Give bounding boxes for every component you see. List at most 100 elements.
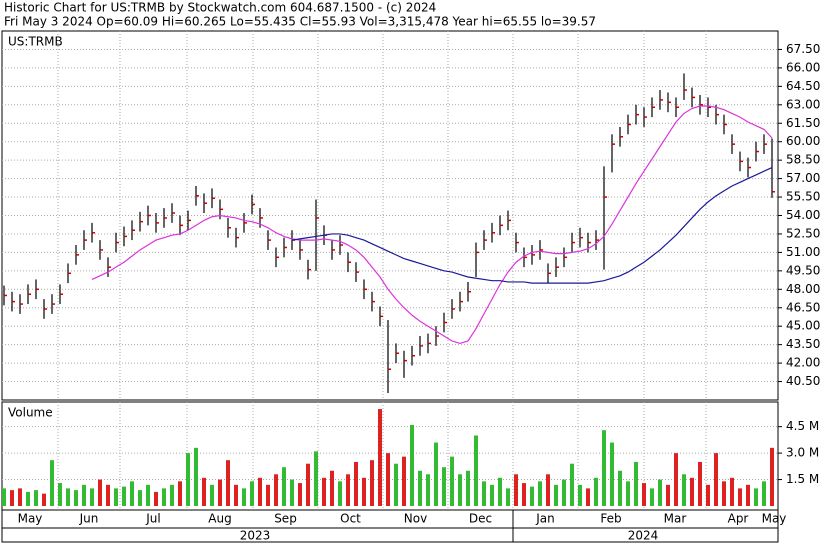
volume-bar (530, 486, 534, 506)
month-label: Oct (340, 512, 361, 526)
volume-bar (458, 474, 462, 506)
volume-bar (346, 474, 350, 506)
volume-bar (202, 477, 206, 506)
volume-bar (98, 479, 102, 506)
month-label: Feb (600, 512, 621, 526)
volume-bar (258, 477, 262, 506)
volume-bar (554, 484, 558, 506)
y-tick-label: 64.50 (786, 79, 820, 93)
year-label: 2023 (240, 529, 271, 543)
volume-bar (2, 488, 6, 506)
volume-bar (170, 484, 174, 506)
volume-bar (418, 470, 422, 506)
y-tick-label: 61.50 (786, 116, 820, 130)
volume-bar (538, 481, 542, 506)
volume-bar (362, 477, 366, 506)
volume-bar (10, 490, 14, 506)
volume-bar (210, 484, 214, 506)
volume-bar (546, 474, 550, 506)
volume-bar (498, 477, 502, 506)
month-label: Dec (469, 512, 492, 526)
volume-bar (378, 409, 382, 506)
volume-bar (154, 491, 158, 506)
y-tick-label: 66.00 (786, 60, 820, 74)
month-label: May (18, 512, 43, 526)
volume-bar (354, 461, 358, 506)
plot-layer: May Jun Jul Aug Sep Oct Nov Dec Jan Feb Mar Apr May 2… (2, 31, 820, 543)
volume-bar (770, 447, 774, 506)
y-tick-label: 48.00 (786, 282, 820, 296)
month-label: Apr (728, 512, 749, 526)
y-tick-label: 63.00 (786, 97, 820, 111)
volume-bar (562, 479, 566, 506)
volume-bar (266, 484, 270, 506)
volume-bar (34, 490, 38, 506)
chart-title: Historic Chart for US:TRMB by Stockwatch… (4, 1, 436, 15)
volume-bar (514, 474, 518, 506)
volume-bar (178, 481, 182, 506)
volume-bar (162, 488, 166, 506)
volume-bar (234, 484, 238, 506)
volume-bar (322, 477, 326, 506)
volume-bar (18, 488, 22, 506)
month-label: Mar (664, 512, 687, 526)
volume-bar (474, 435, 478, 506)
y-tick-label: 42.00 (786, 356, 820, 370)
volume-bar (570, 463, 574, 506)
volume-bar (450, 456, 454, 506)
volume-bar (226, 460, 230, 506)
volume-bar (306, 463, 310, 506)
volume-tick-label: 4.5 M (786, 419, 819, 433)
volume-bar (282, 467, 286, 506)
volume-bar (466, 470, 470, 506)
y-tick-label: 45.00 (786, 319, 820, 333)
year-strip (1, 527, 779, 543)
volume-bar (602, 430, 606, 506)
volume-bar (434, 442, 438, 506)
moving-average-line (91, 105, 773, 345)
volume-bar (674, 453, 678, 506)
symbol-label: US:TRMB (8, 35, 63, 49)
volume-bar (58, 483, 62, 506)
volume-bar (626, 481, 630, 506)
y-tick-label: 55.50 (786, 190, 820, 204)
volume-bar (410, 424, 414, 506)
volume-bar (690, 477, 694, 506)
y-tick-label: 43.50 (786, 337, 820, 351)
year-label: 2024 (628, 529, 659, 543)
volume-bar (650, 488, 654, 506)
volume-bar (426, 474, 430, 506)
volume-bar (314, 451, 318, 506)
volume-bar (730, 477, 734, 506)
volume-bar (218, 479, 222, 506)
volume-bar (186, 453, 190, 506)
volume-bar (578, 484, 582, 506)
volume-bar (490, 484, 494, 506)
volume-bar (338, 481, 342, 506)
volume-bar (386, 453, 390, 506)
volume-bar (42, 493, 46, 506)
volume-bar (442, 467, 446, 506)
y-tick-label: 57.00 (786, 171, 820, 185)
y-tick-label: 54.00 (786, 208, 820, 222)
volume-bar (746, 484, 750, 506)
volume-bar (506, 488, 510, 506)
volume-bar (370, 460, 374, 506)
volume-bar (74, 490, 78, 506)
month-label: Sep (274, 512, 297, 526)
month-label: Jul (145, 512, 160, 526)
volume-bar (586, 488, 590, 506)
volume-bar (122, 486, 126, 506)
volume-bar (402, 456, 406, 506)
volume-bar (594, 477, 598, 506)
volume-bar (634, 461, 638, 506)
volume-bar (82, 484, 86, 506)
month-label: May (762, 512, 787, 526)
volume-bar (642, 483, 646, 506)
month-label: Jan (535, 512, 555, 526)
volume-bar (762, 481, 766, 506)
volume-bar (138, 490, 142, 506)
volume-bar (130, 481, 134, 506)
volume-bar (682, 474, 686, 506)
